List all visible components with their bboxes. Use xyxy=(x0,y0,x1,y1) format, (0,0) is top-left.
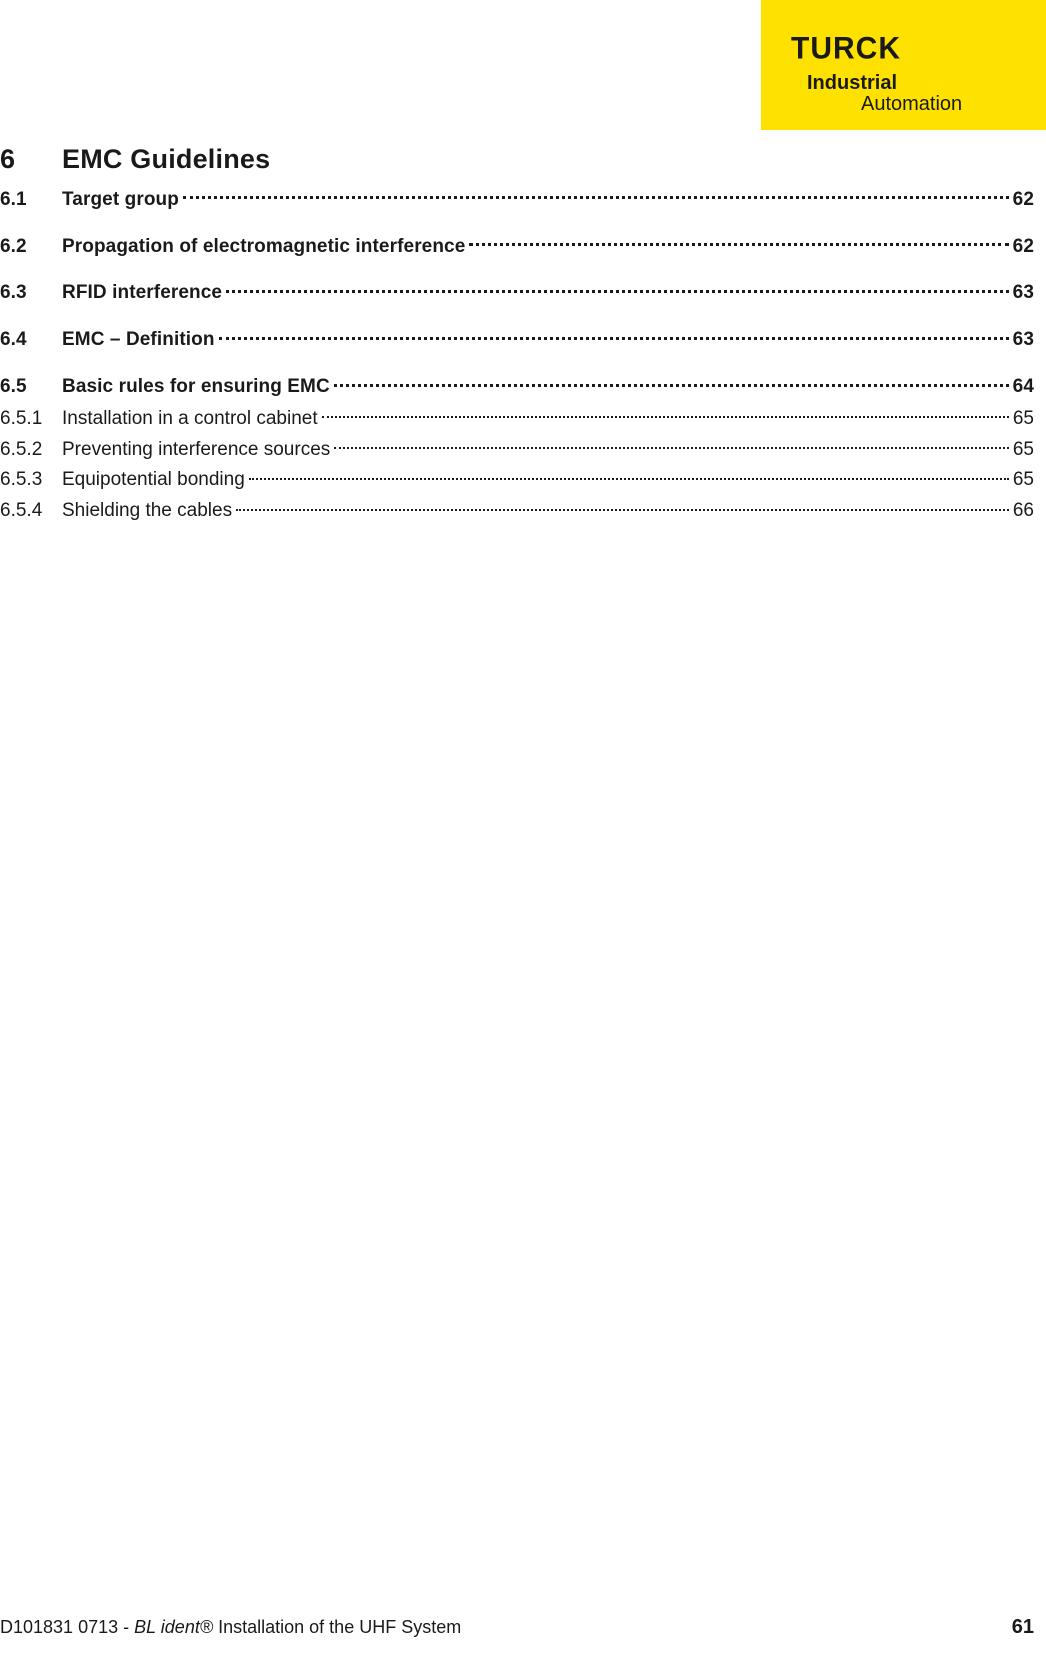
page: TURCK Industrial Automation 6 EMC Guidel… xyxy=(0,0,1046,1665)
chapter-title: EMC Guidelines xyxy=(62,144,270,175)
toc-entry-number: 6.4 xyxy=(0,329,62,351)
toc-entry-lvl1: 6.1 Target group 62 xyxy=(0,182,1034,211)
chapter-number: 6 xyxy=(0,144,62,175)
footer-docref: D101831 0713 - BL ident® Installation of… xyxy=(0,1617,461,1638)
toc-entry-lvl2: 6.5.1 Installation in a control cabinet … xyxy=(0,401,1034,430)
toc-entry-page: 62 xyxy=(1009,236,1034,258)
toc-leader-dots xyxy=(249,463,1009,486)
toc-leader-dots xyxy=(219,322,1009,345)
page-number: 61 xyxy=(1012,1616,1034,1639)
toc-entry-number: 6.5.1 xyxy=(0,408,62,430)
toc-entry-number: 6.5 xyxy=(0,376,62,398)
footer-product-name: BL ident® xyxy=(134,1617,213,1637)
toc-entry-page: 63 xyxy=(1009,329,1034,351)
brand-subtitle-1: Industrial xyxy=(807,72,897,95)
toc-entry-number: 6.5.4 xyxy=(0,500,62,522)
toc-entry-label: Basic rules for ensuring EMC xyxy=(62,376,334,398)
toc-entry-lvl2: 6.5.3 Equipotential bonding 65 xyxy=(0,463,1034,492)
brand-wordmark: TURCK xyxy=(791,31,901,67)
toc-entry-lvl1: 6.4 EMC – Definition 63 xyxy=(0,322,1034,351)
toc-entry-label: Preventing interference sources xyxy=(62,439,334,461)
toc-entry-page: 63 xyxy=(1009,282,1034,304)
toc-entry-lvl1: 6.5 Basic rules for ensuring EMC 64 xyxy=(0,369,1034,398)
toc-entry-lvl1: 6.3 RFID interference 63 xyxy=(0,276,1034,305)
toc-leader-dots xyxy=(226,276,1009,299)
toc-entry-label: EMC – Definition xyxy=(62,329,219,351)
toc-entry-label: RFID interference xyxy=(62,282,226,304)
toc-entry-number: 6.5.2 xyxy=(0,439,62,461)
toc-entry-label: Propagation of electromagnetic interfere… xyxy=(62,236,469,258)
toc-entry-label: Shielding the cables xyxy=(62,500,236,522)
toc-leader-dots xyxy=(322,401,1009,424)
toc-entry-page: 65 xyxy=(1009,469,1034,491)
table-of-contents: 6.1 Target group 62 6.2 Propagation of e… xyxy=(0,182,1034,522)
toc-entry-number: 6.1 xyxy=(0,189,62,211)
toc-entry-lvl2: 6.5.2 Preventing interference sources 65 xyxy=(0,432,1034,461)
toc-leader-dots xyxy=(334,432,1009,455)
chapter-heading: 6 EMC Guidelines xyxy=(0,144,270,175)
toc-entry-label: Equipotential bonding xyxy=(62,469,249,491)
toc-entry-page: 65 xyxy=(1009,408,1034,430)
brand-subtitle-2: Automation xyxy=(861,93,962,116)
brand-logo-block: TURCK Industrial Automation xyxy=(761,0,1046,130)
toc-leader-dots xyxy=(469,229,1008,252)
toc-entry-label: Installation in a control cabinet xyxy=(62,408,322,430)
toc-entry-page: 64 xyxy=(1009,376,1034,398)
toc-leader-dots xyxy=(236,493,1009,516)
footer-product-rest: Installation of the UHF System xyxy=(213,1617,461,1637)
toc-entry-lvl1: 6.2 Propagation of electromagnetic inter… xyxy=(0,229,1034,258)
toc-entry-page: 65 xyxy=(1009,439,1034,461)
toc-entry-label: Target group xyxy=(62,189,183,211)
toc-entry-lvl2: 6.5.4 Shielding the cables 66 xyxy=(0,493,1034,522)
toc-entry-number: 6.5.3 xyxy=(0,469,62,491)
toc-entry-page: 62 xyxy=(1009,189,1034,211)
toc-leader-dots xyxy=(334,369,1009,392)
footer-docid: D101831 0713 - xyxy=(0,1617,134,1637)
toc-entry-number: 6.3 xyxy=(0,282,62,304)
toc-subentries: 6.5.1 Installation in a control cabinet … xyxy=(0,401,1034,522)
page-footer: D101831 0713 - BL ident® Installation of… xyxy=(0,1616,1034,1639)
toc-entry-page: 66 xyxy=(1009,500,1034,522)
toc-entry-number: 6.2 xyxy=(0,236,62,258)
toc-leader-dots xyxy=(183,182,1009,205)
